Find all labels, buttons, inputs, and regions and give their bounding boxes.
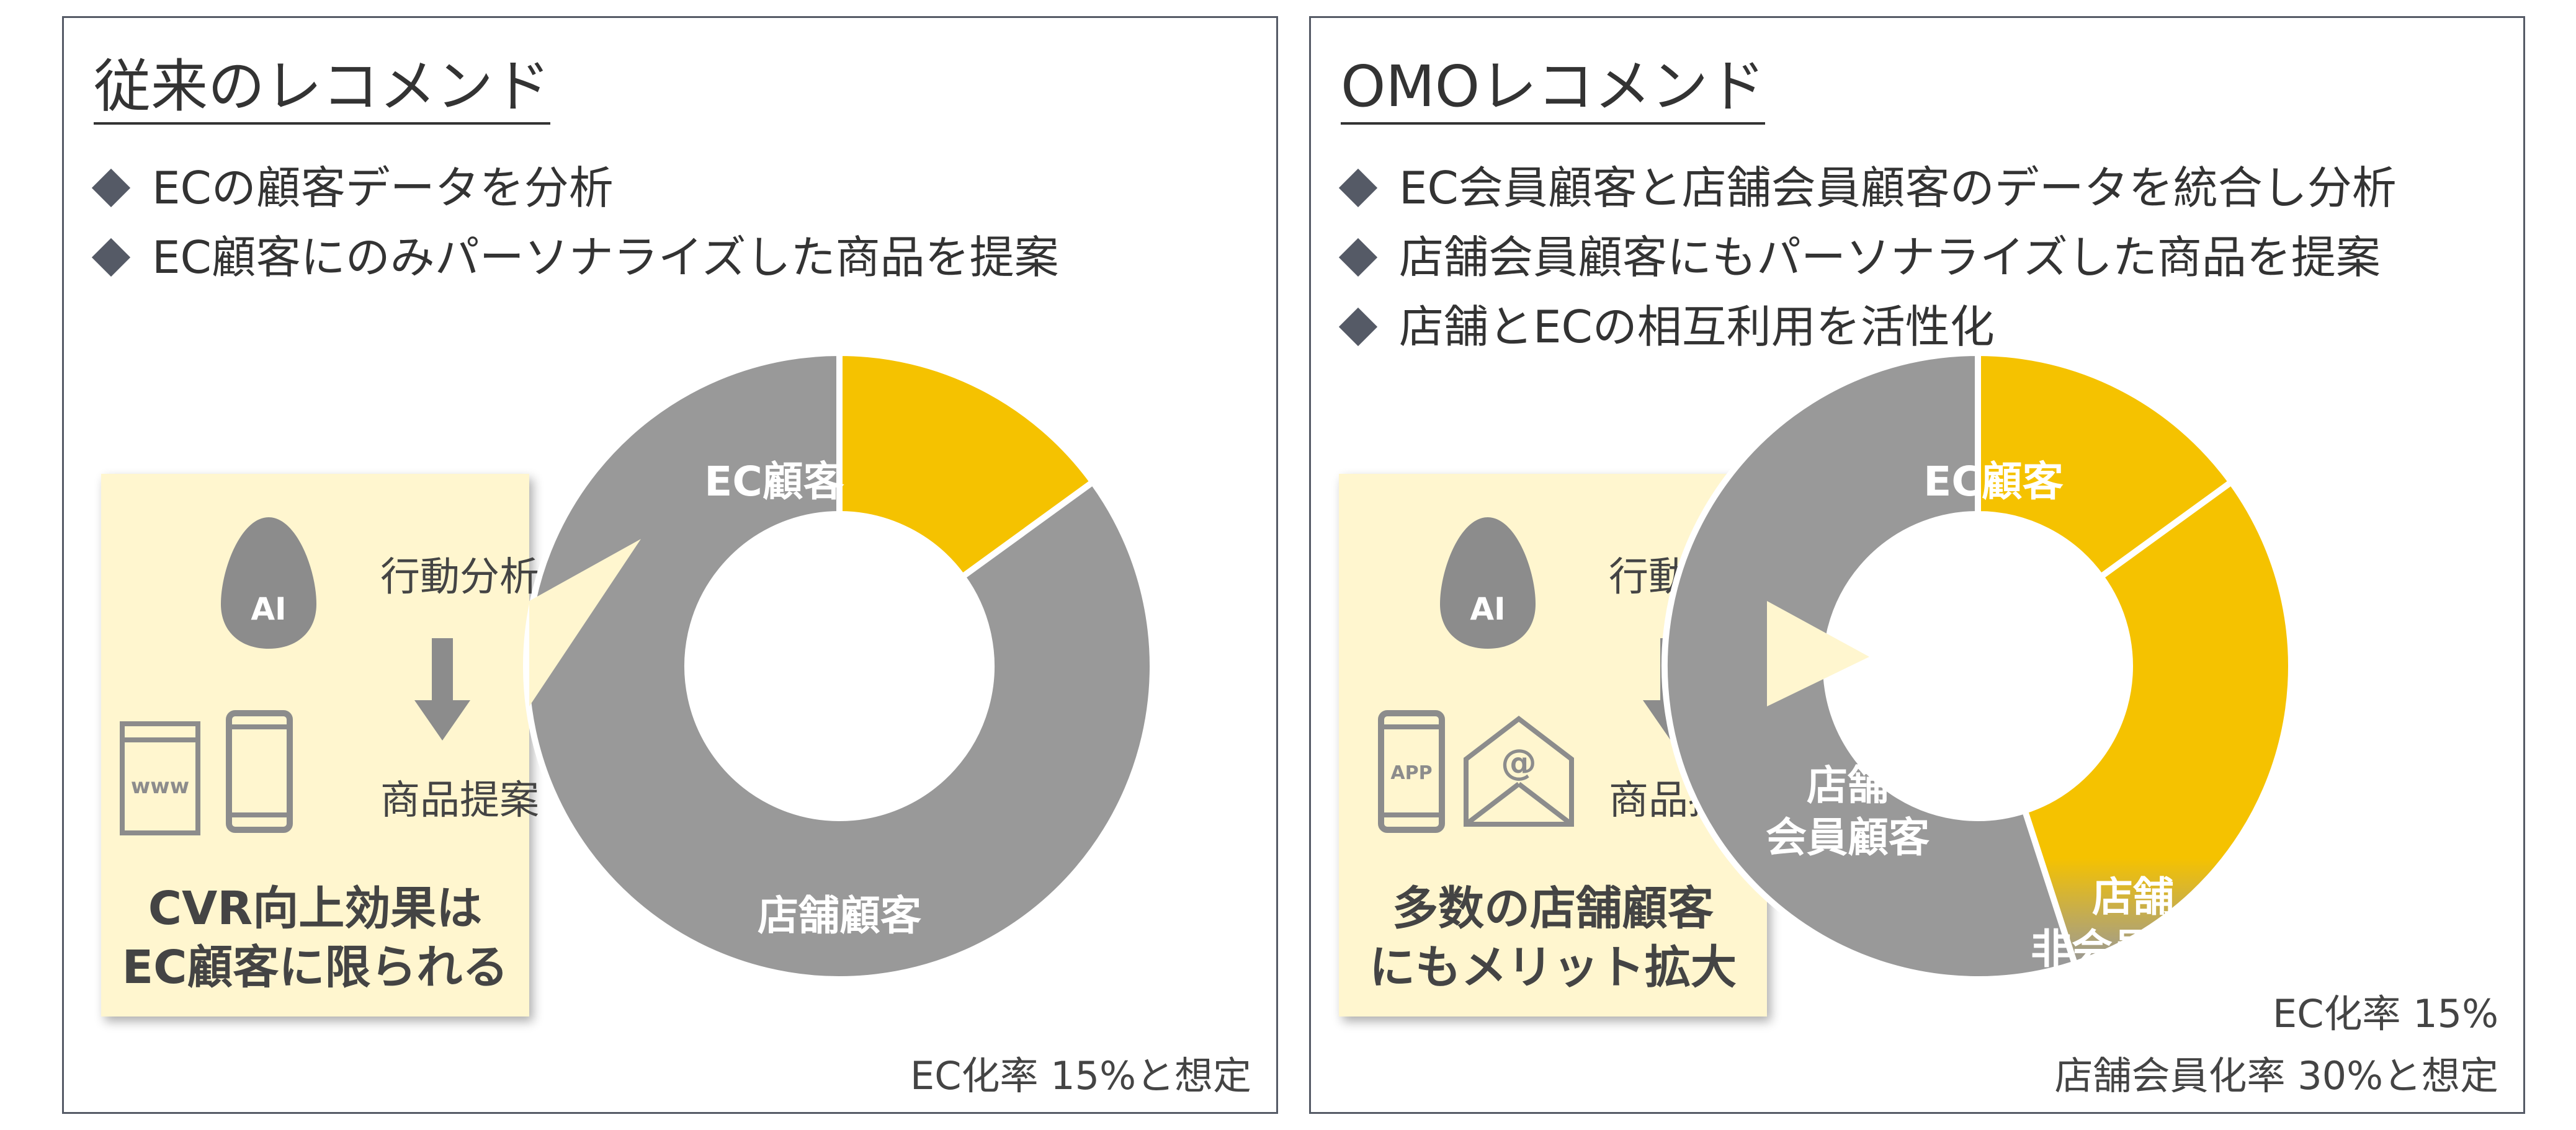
bullet-text: 店舗とECの相互利用を活性化 (1399, 301, 1995, 353)
bullet-text: EC顧客にのみパーソナライズした商品を提案 (152, 231, 1059, 283)
browser-window-icon: www (120, 721, 200, 835)
result-line-1: 多数の店舗顧客 (1392, 882, 1714, 935)
right-panel: OMOレコメンド EC会員顧客と店舗会員顧客のデータを統合し分析 店舗会員顧客に… (1309, 16, 2525, 1114)
step-suggest-label: 商品提案 (380, 778, 539, 824)
donut-slice (1661, 349, 2079, 982)
step-analysis-label: 行動分析 (380, 554, 539, 600)
bullet-item: 店舗とECの相互利用を活性化 (1338, 292, 2397, 362)
mail-at-icon: @ (1464, 715, 1574, 827)
left-bullet-list: ECの顧客データを分析 EC顧客にのみパーソナライズした商品を提案 (91, 153, 1059, 292)
result-line-2: EC顧客に限られる (122, 941, 509, 994)
left-panel-title: 従来のレコメンド (94, 54, 551, 125)
bullet-text: ECの顧客データを分析 (152, 162, 614, 214)
smartphone-icon (226, 710, 293, 833)
callout-pointer (1767, 601, 1869, 706)
slice-label: 店舗顧客 (758, 892, 921, 940)
slice-label: EC顧客 (1923, 458, 2064, 505)
right-note-line-2: 店舗会員化率 30%と想定 (2054, 1053, 2498, 1098)
app-label: APP (1390, 762, 1432, 784)
arrow-down-icon (414, 638, 470, 741)
ai-egg-icon: AI (221, 517, 316, 649)
slice-label: 店舗会員顧客 (1766, 762, 1930, 861)
bullet-item: 店舗会員顧客にもパーソナライズした商品を提案 (1338, 223, 2397, 292)
donut-slice (1975, 349, 2236, 581)
right-note-line-1: EC化率 15% (2273, 991, 2498, 1036)
donut-slice (523, 349, 1156, 982)
bullet-item: EC会員顧客と店舗会員顧客のデータを統合し分析 (1338, 153, 2397, 223)
result-line-2: にもメリット拡大 (1369, 941, 1737, 994)
donut-slice (836, 349, 1098, 581)
left-note: EC化率 15%と想定 (910, 1053, 1251, 1098)
donut-slice (2021, 478, 2294, 968)
slice-label: EC顧客 (704, 458, 844, 505)
slice-label: 店舗非会員顧客 (2031, 873, 2235, 973)
callout-pointer (529, 539, 641, 706)
right-bullet-list: EC会員顧客と店舗会員顧客のデータを統合し分析 店舗会員顧客にもパーソナライズし… (1338, 153, 2397, 362)
ai-label: AI (1470, 591, 1505, 627)
result-line-1: CVR向上効果は (148, 882, 483, 935)
www-label: www (131, 774, 189, 799)
right-panel-title: OMOレコメンド (1341, 54, 1766, 125)
left-callout-box: AI 行動分析 商品提案 www CVR向上効果は EC顧客に限られる (101, 474, 539, 1017)
bullet-item: ECの顧客データを分析 (91, 153, 1059, 223)
left-panel: 従来のレコメンド ECの顧客データを分析 EC顧客にのみパーソナライズした商品を… (62, 16, 1278, 1114)
ai-label: AI (251, 591, 286, 627)
at-symbol: @ (1501, 741, 1537, 783)
app-phone-icon: APP (1378, 710, 1445, 833)
ai-egg-icon: AI (1440, 517, 1536, 649)
bullet-text: 店舗会員顧客にもパーソナライズした商品を提案 (1399, 231, 2381, 283)
bullet-item: EC顧客にのみパーソナライズした商品を提案 (91, 223, 1059, 292)
bullet-text: EC会員顧客と店舗会員顧客のデータを統合し分析 (1399, 162, 2397, 214)
